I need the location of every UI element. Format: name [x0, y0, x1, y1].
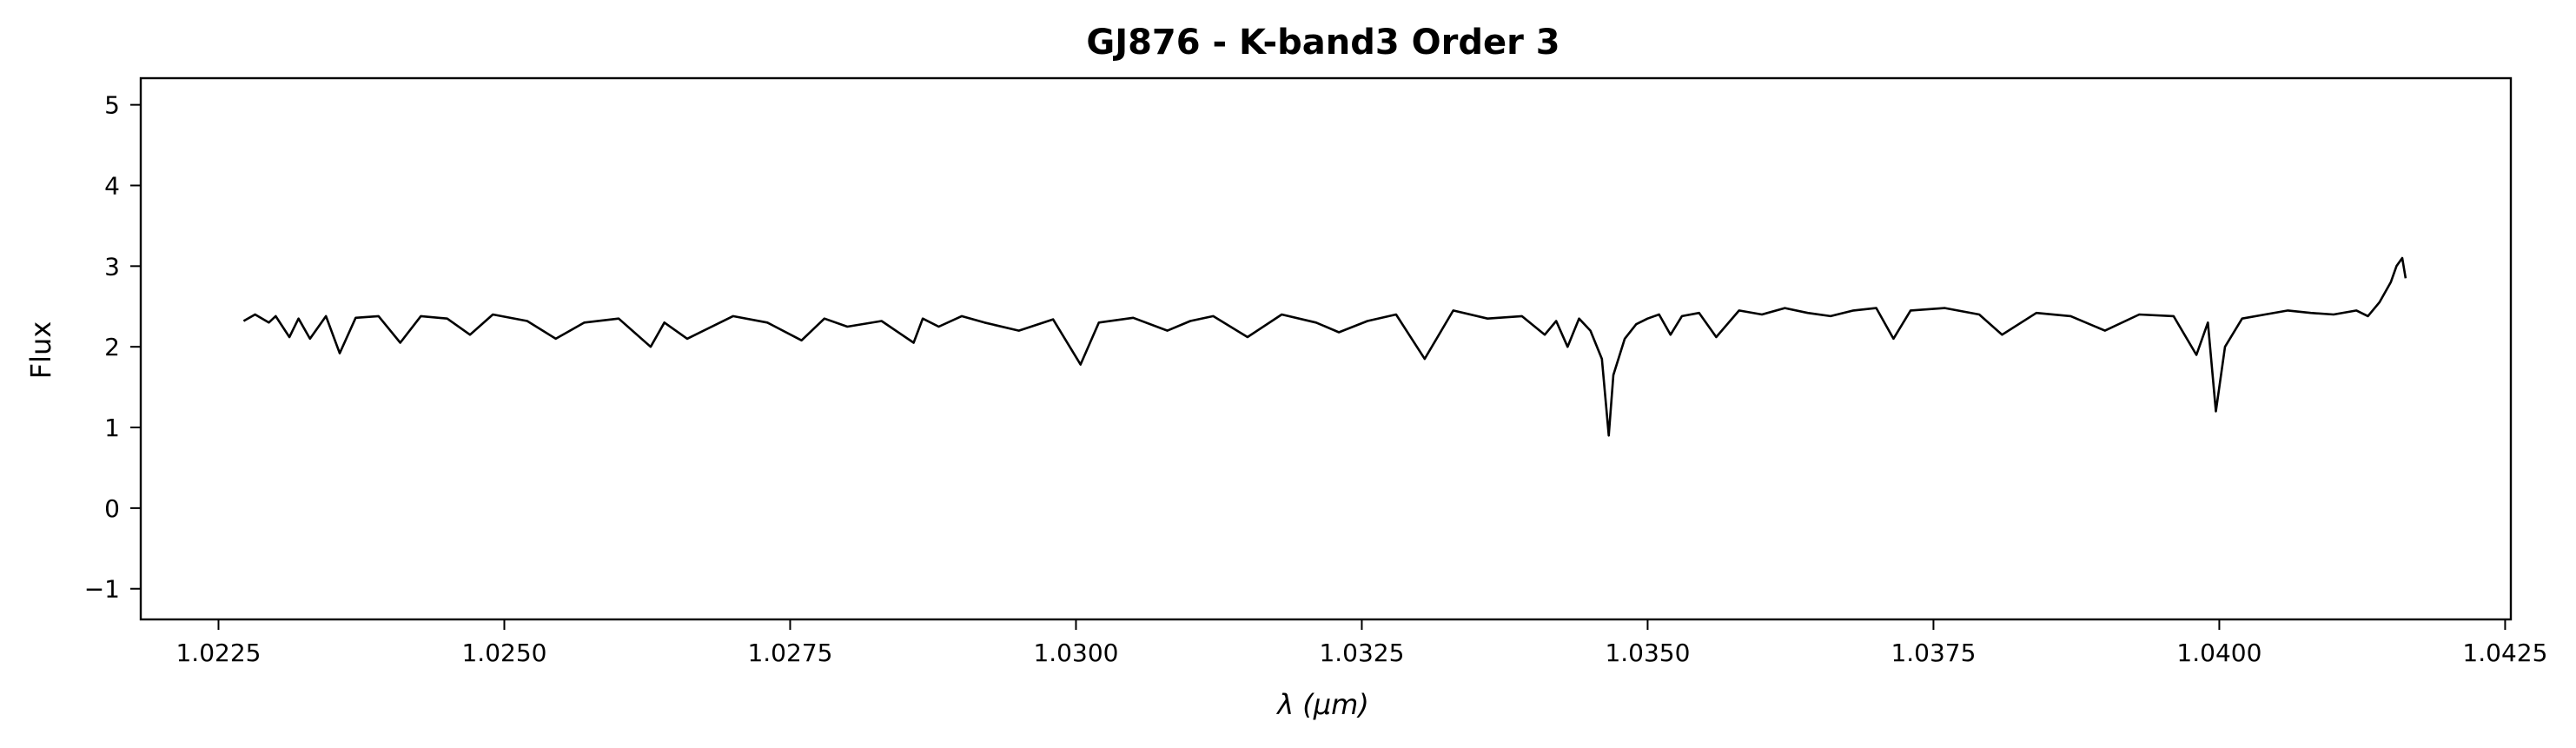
x-tick-label: 1.0400	[2176, 639, 2261, 667]
x-tick-label: 1.0225	[175, 639, 261, 667]
x-axis-label: λ (μm)	[1275, 688, 1369, 721]
y-tick-label: 5	[104, 91, 120, 120]
x-tick-label: 1.0250	[461, 639, 546, 667]
x-tick-label: 1.0350	[1605, 639, 1690, 667]
y-tick-label: 4	[104, 171, 120, 200]
y-axis: −1 0 1 2 3 4 5	[84, 91, 141, 604]
y-tick-label: 3	[104, 252, 120, 281]
y-tick-label: 1	[104, 414, 120, 442]
y-tick-label: −1	[84, 575, 120, 604]
y-tick-label: 2	[104, 333, 120, 361]
series-line-0	[242, 256, 2407, 437]
chart-title: GJ876 - K-band3 Order 3	[1086, 23, 1560, 63]
plot-frame	[139, 76, 2513, 621]
x-tick-label: 1.0275	[747, 639, 832, 667]
x-tick-label: 1.0375	[1891, 639, 1976, 667]
plot-area	[242, 256, 2407, 437]
y-tick-label: 0	[104, 494, 120, 523]
x-tick-label: 1.0425	[2462, 639, 2547, 667]
x-tick-label: 1.0300	[1033, 639, 1118, 667]
x-axis: 1.0225 1.0250 1.0275 1.0300 1.0325 1.0350 1.03…	[175, 619, 2547, 667]
x-tick-label: 1.0325	[1319, 639, 1404, 667]
y-axis-label: Flux	[24, 321, 57, 380]
